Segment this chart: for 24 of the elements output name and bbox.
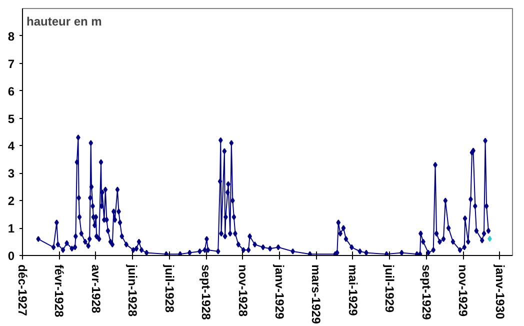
y-tick-label: 0 xyxy=(8,249,15,263)
x-tick-label: nov-1928 xyxy=(236,264,250,317)
x-tick-label: janv-1930 xyxy=(492,264,507,320)
y-tick-label: 4 xyxy=(8,139,15,154)
x-tick-label: avr-1928 xyxy=(88,264,103,314)
y-tick-label: 2 xyxy=(8,194,15,208)
x-tick-label: mars-1929 xyxy=(309,264,324,324)
y-axis-title: hauteur en m xyxy=(26,14,102,28)
y-tick-label: 5 xyxy=(8,112,15,126)
y-tick-label: 8 xyxy=(8,29,15,44)
x-tick-label: mai-1929 xyxy=(346,264,360,316)
x-tick-label: juil-1928 xyxy=(162,264,176,313)
x-tick-label: nov-1929 xyxy=(456,264,470,317)
x-tick-label: févr-1928 xyxy=(52,264,66,318)
x-tick-label: juin-1928 xyxy=(126,264,140,317)
y-tick-label: 1 xyxy=(8,222,15,236)
y-tick-label: 7 xyxy=(8,56,15,71)
x-tick-label: juil-1929 xyxy=(382,264,397,313)
y-tick-label: 6 xyxy=(8,84,15,98)
x-tick-label: janv-1929 xyxy=(272,264,287,320)
x-tick-label: sept-1929 xyxy=(419,264,434,320)
x-tick-label: déc-1927 xyxy=(16,264,30,316)
y-tick-label: 3 xyxy=(8,166,15,181)
x-tick-label: sept-1928 xyxy=(199,264,214,320)
